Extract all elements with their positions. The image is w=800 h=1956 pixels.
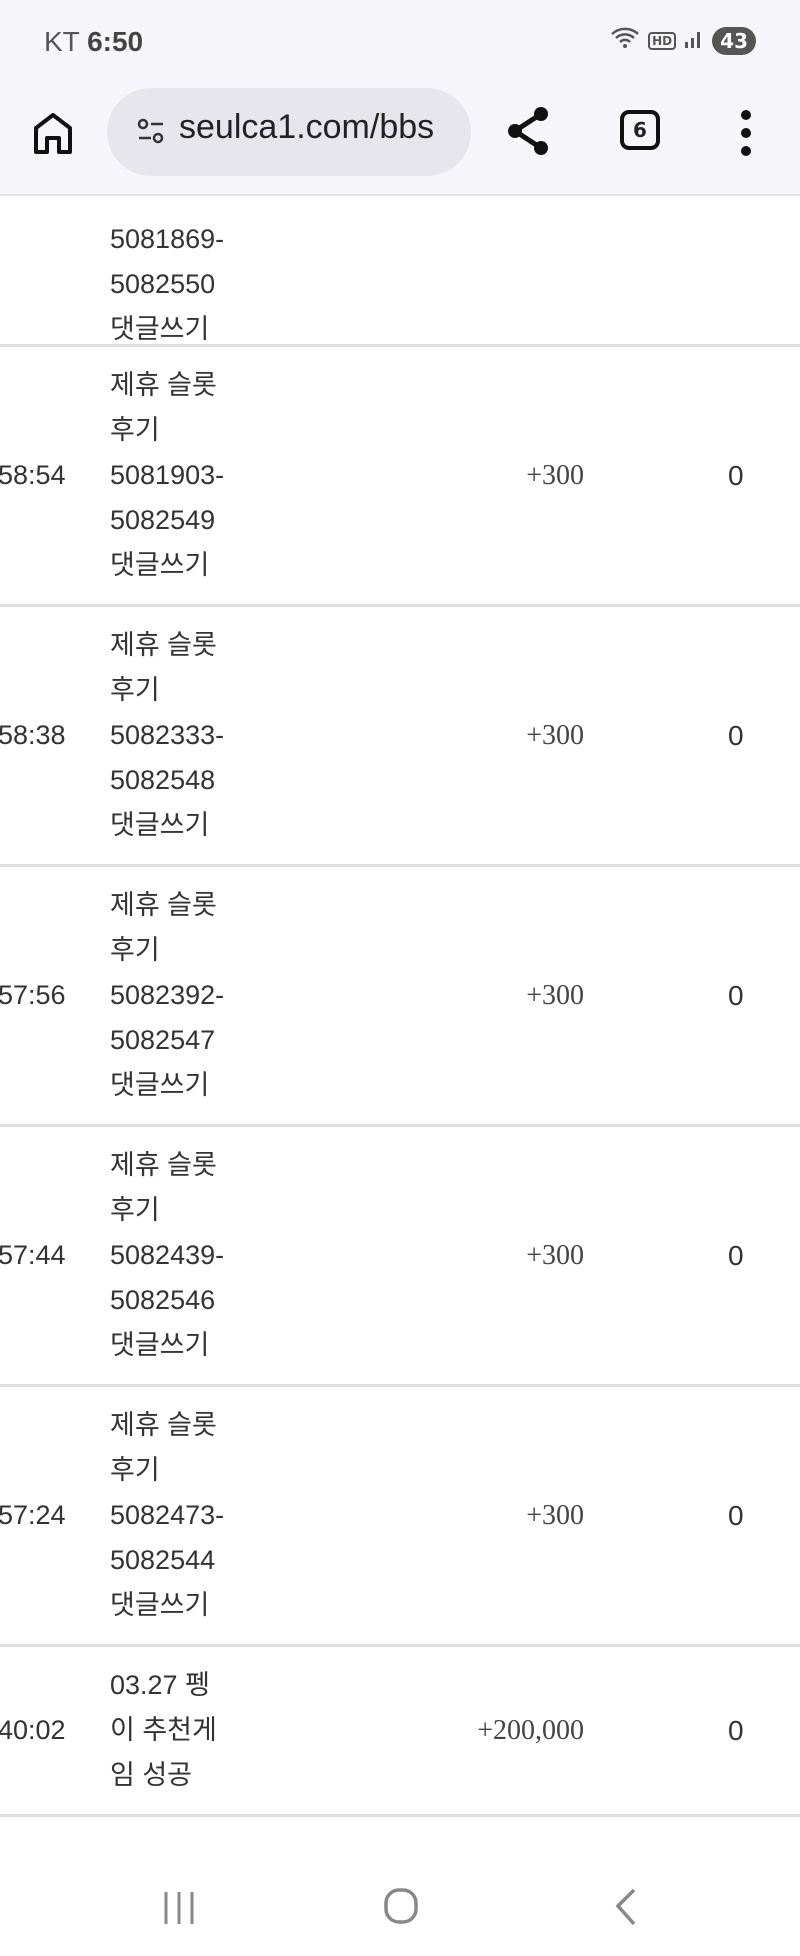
- description-line: 댓글쓰기: [110, 1590, 210, 1620]
- url-bar[interactable]: seulca1.com/bbs: [107, 88, 471, 176]
- row-time: 57:56: [0, 980, 66, 1010]
- row-time: 58:38: [0, 720, 66, 750]
- wifi-icon: [610, 26, 640, 55]
- row-amount: +300: [526, 979, 584, 1011]
- row-time: 40:02: [0, 1715, 66, 1745]
- description-line: 댓글쓰기: [110, 1330, 210, 1360]
- description-line: 5082548: [110, 765, 216, 795]
- description-line: 5082333-: [110, 720, 225, 750]
- description-line: 임 성공: [110, 1760, 193, 1790]
- carrier: KT: [44, 26, 80, 57]
- description-line: 5082549: [110, 505, 216, 535]
- description-line: 03.27 펭: [110, 1670, 210, 1700]
- description-line: 5082547: [110, 1025, 216, 1055]
- back-icon[interactable]: [610, 1886, 640, 1926]
- browser-toolbar: seulca1.com/bbs 6: [0, 86, 800, 196]
- description-line: 후기: [110, 415, 160, 445]
- description-line: 5082546: [110, 1285, 216, 1315]
- row-amount: +300: [526, 719, 584, 751]
- description-line: 5081903-: [110, 460, 225, 490]
- status-bar: KT 6:50 HD 43: [0, 0, 800, 86]
- description-line: 제휴 슬롯: [110, 1410, 217, 1440]
- status-carrier-time: KT 6:50: [44, 26, 143, 58]
- status-icons: HD 43: [610, 26, 756, 55]
- description-line: 후기: [110, 1195, 160, 1225]
- description-line: 5081869-: [110, 224, 225, 254]
- description-line: 5082473-: [110, 1500, 225, 1530]
- description-line: 댓글쓰기: [110, 314, 210, 344]
- description-line: 5082392-: [110, 980, 225, 1010]
- home-nav-icon[interactable]: [382, 1886, 422, 1926]
- description-line: 후기: [110, 935, 160, 965]
- description-line: 5082439-: [110, 1240, 225, 1270]
- row-amount: +200,000: [477, 1714, 584, 1746]
- description-line: 댓글쓰기: [110, 810, 210, 840]
- description-line: 댓글쓰기: [110, 550, 210, 580]
- battery-indicator: 43: [712, 26, 756, 55]
- description-line: 제휴 슬롯: [110, 630, 217, 660]
- description-line: 제휴 슬롯: [110, 370, 217, 400]
- description-line: 이 추천게: [110, 1715, 217, 1745]
- row-time: 57:44: [0, 1240, 66, 1270]
- more-menu-icon[interactable]: [738, 108, 754, 158]
- row-count: 0: [728, 979, 744, 1011]
- share-icon[interactable]: [505, 104, 553, 158]
- description-line: 5082550: [110, 269, 216, 299]
- row-amount: +300: [526, 1499, 584, 1531]
- home-icon[interactable]: [30, 110, 76, 156]
- system-nav-bar: [0, 1856, 800, 1956]
- row-count: 0: [728, 1714, 744, 1746]
- row-amount: +300: [526, 1239, 584, 1271]
- description-line: 5082544: [110, 1545, 216, 1575]
- row-description[interactable]: 5081869- 5082550 댓글쓰기: [110, 217, 260, 352]
- clock: 6:50: [87, 26, 144, 57]
- table-row-partial: [0, 1817, 800, 1856]
- description-line: 후기: [110, 675, 160, 705]
- row-amount: +300: [526, 459, 584, 491]
- row-count: 0: [728, 459, 744, 491]
- description-line: 제휴 슬롯: [110, 890, 217, 920]
- hd-icon: HD: [648, 31, 677, 50]
- signal-icon: [684, 28, 704, 53]
- recent-apps-icon[interactable]: [160, 1890, 200, 1926]
- description-line: 제휴 슬롯: [110, 1150, 217, 1180]
- row-count: 0: [728, 1499, 744, 1531]
- tab-switcher-button[interactable]: 6: [620, 110, 660, 150]
- url-text[interactable]: seulca1.com/bbs: [179, 108, 435, 146]
- row-count: 0: [728, 1239, 744, 1271]
- description-line: 댓글쓰기: [110, 1070, 210, 1100]
- row-time: 57:24: [0, 1500, 66, 1530]
- row-count: 0: [728, 719, 744, 751]
- site-settings-icon[interactable]: [137, 118, 165, 146]
- row-time: 58:54: [0, 460, 66, 490]
- description-line: 후기: [110, 1455, 160, 1485]
